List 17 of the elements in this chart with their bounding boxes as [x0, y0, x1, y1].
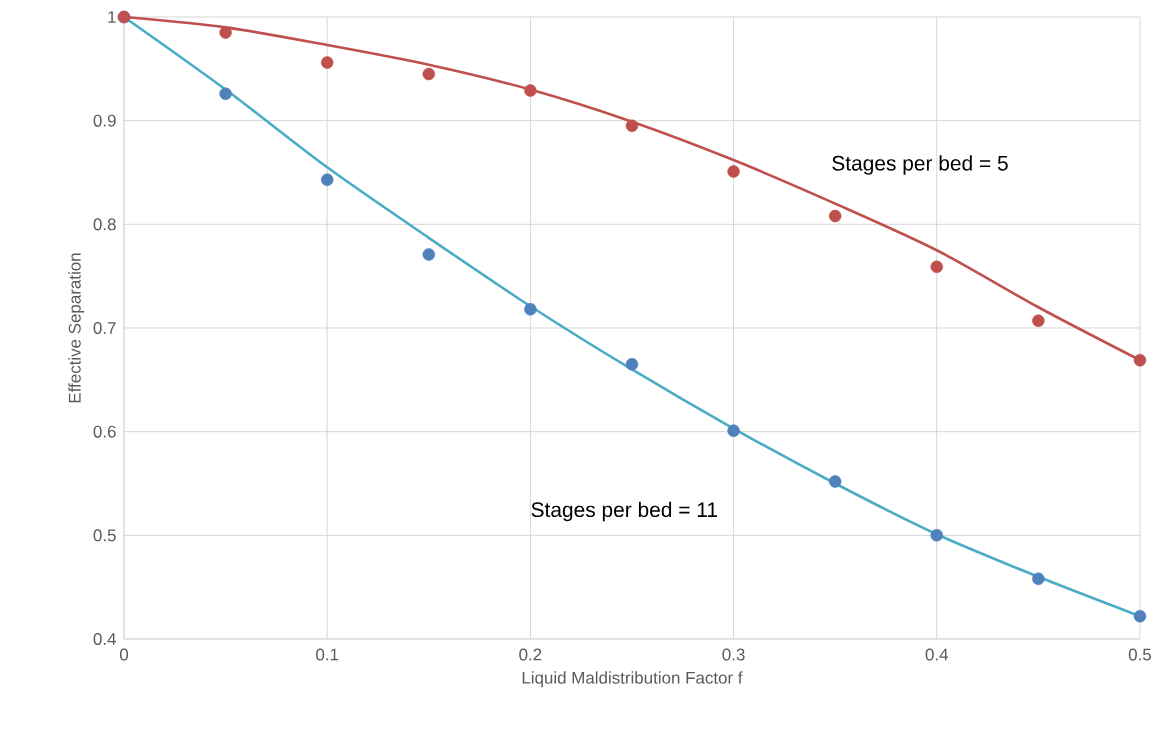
- y-tick-label: 0.8: [93, 218, 116, 231]
- x-tick-label: 0: [119, 648, 129, 661]
- y-tick-label: 0.7: [93, 322, 116, 334]
- y-tick-label: 0.4: [93, 633, 116, 645]
- y-tick-label: 1: [108, 11, 116, 23]
- y-tick-label: 0.5: [93, 529, 116, 542]
- y-tick-label: 0.6: [93, 425, 116, 438]
- x-axis-title: Liquid Maldistribution Factor f: [522, 671, 743, 688]
- x-tick-label: 0.1: [316, 648, 339, 661]
- x-tick-label: 0.2: [519, 648, 542, 661]
- y-tick-label: 0.9: [93, 114, 116, 127]
- annotation: Stages per bed = 11: [531, 501, 718, 522]
- x-tick-label: 0.4: [925, 648, 949, 661]
- x-tick-label: 0.3: [722, 648, 745, 661]
- annotation: Stages per bed = 5: [832, 155, 1008, 175]
- x-tick-label: 0.5: [1128, 648, 1152, 661]
- y-axis-title: Effective Separation: [68, 253, 85, 403]
